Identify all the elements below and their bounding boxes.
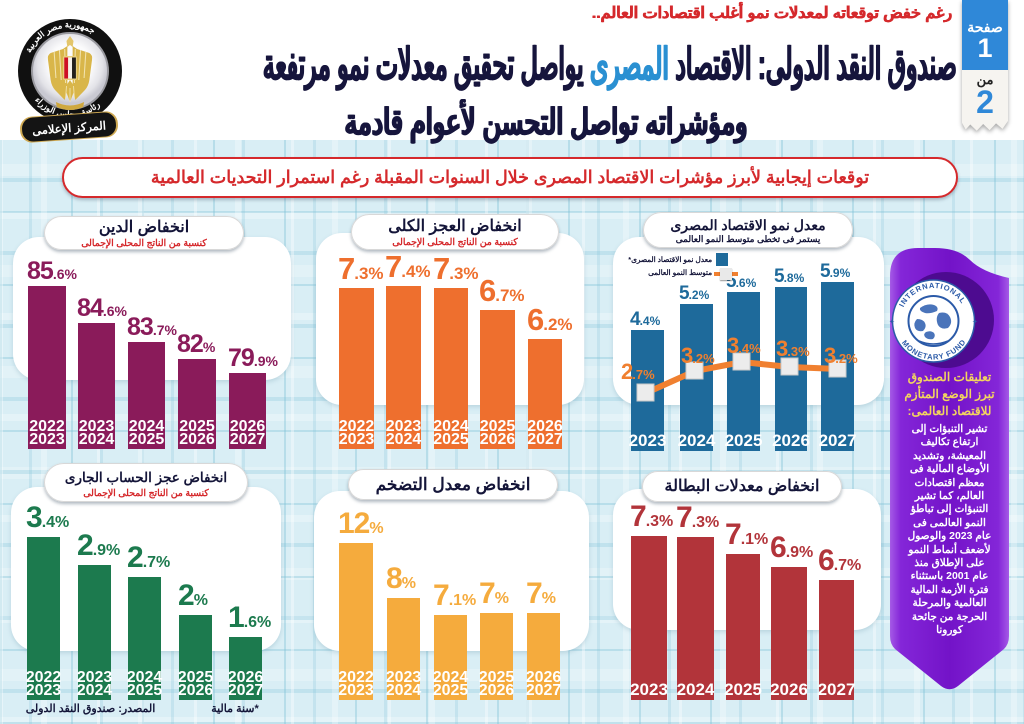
svg-text:✦: ✦ <box>972 318 978 326</box>
svg-text:✦: ✦ <box>889 318 895 326</box>
